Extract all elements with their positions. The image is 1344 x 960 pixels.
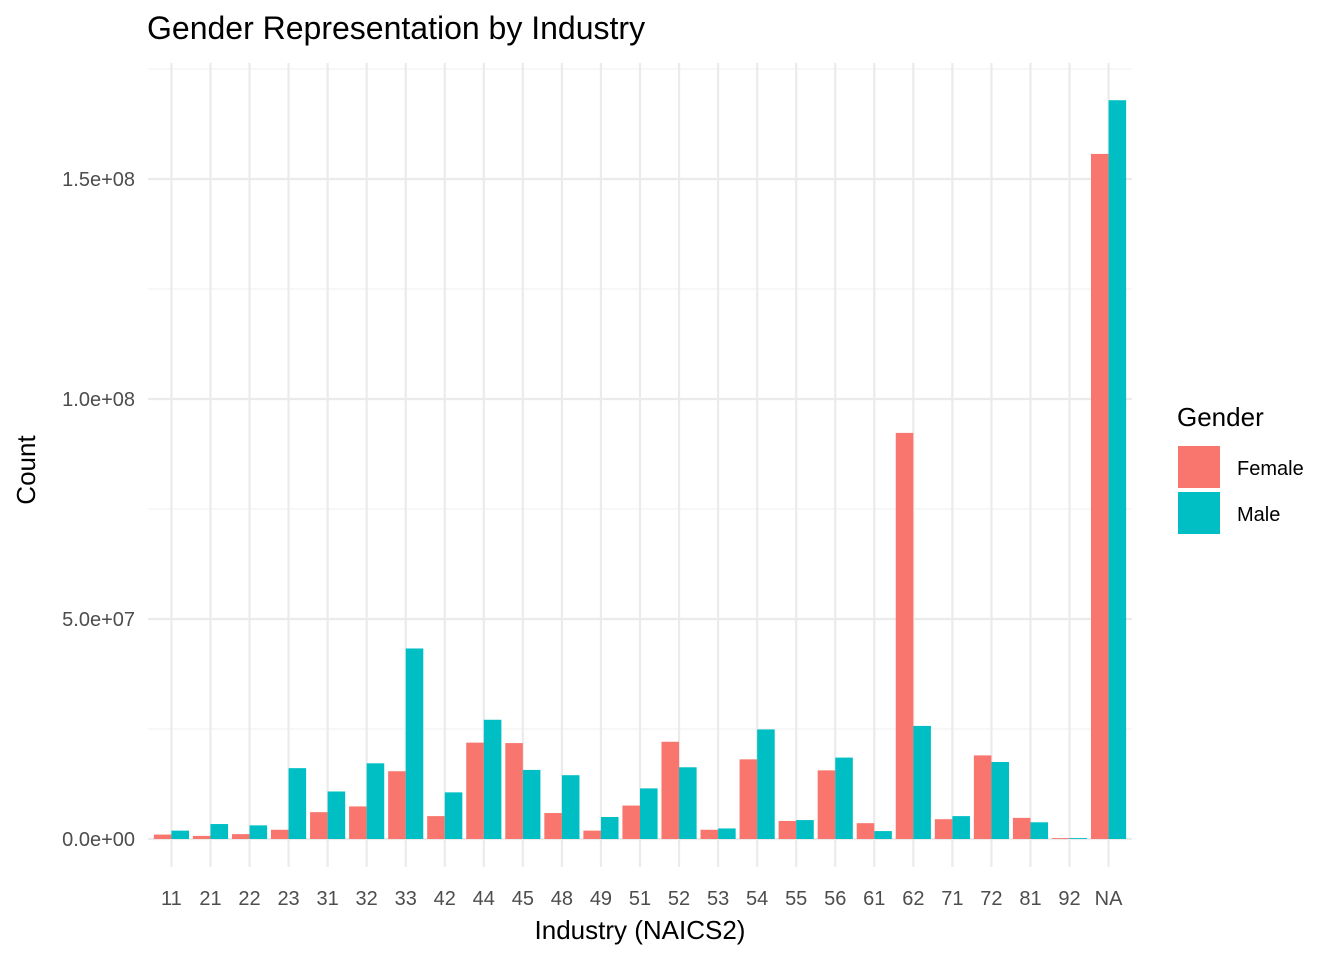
bar-male-51 (640, 788, 658, 839)
bar-female-71 (934, 819, 953, 839)
bar-male-72 (991, 762, 1009, 839)
bar-female-11 (153, 834, 172, 839)
legend-label-female: Female (1237, 458, 1304, 480)
x-tick-label: 54 (746, 888, 768, 910)
legend-key-female (1178, 446, 1220, 488)
x-tick-label: 44 (473, 888, 495, 910)
x-tick-label: 51 (629, 888, 651, 910)
bar-female-na (1091, 153, 1109, 840)
bar-male-44 (483, 719, 502, 839)
bars (153, 100, 1127, 840)
x-tick-label: 21 (199, 888, 221, 910)
bar-female-49 (583, 830, 601, 839)
x-tick-label: 71 (941, 888, 963, 910)
legend-items: Female Male (1178, 446, 1304, 534)
x-tick-label: NA (1095, 888, 1123, 910)
bar-male-53 (718, 828, 736, 839)
bar-male-49 (600, 817, 619, 839)
legend: Gender Female Male (1177, 402, 1304, 534)
bar-female-61 (856, 823, 875, 839)
bar-male-54 (757, 729, 775, 839)
bar-male-22 (249, 825, 268, 839)
x-tick-label: 81 (1019, 888, 1041, 910)
bar-female-62 (895, 432, 914, 839)
y-tick-label: 1.0e+08 (62, 389, 135, 411)
bar-male-32 (366, 763, 385, 839)
bar-female-72 (973, 755, 992, 839)
bar-female-55 (778, 820, 797, 839)
x-tick-label: 72 (980, 888, 1002, 910)
bar-male-62 (913, 725, 931, 839)
legend-label-male: Male (1237, 504, 1280, 526)
x-tick-label: 31 (316, 888, 338, 910)
bar-male-na (1108, 100, 1127, 840)
x-tick-label: 55 (785, 888, 807, 910)
x-tick-label: 61 (863, 888, 885, 910)
bar-female-53 (700, 829, 719, 839)
y-tick-label: 5.0e+07 (62, 609, 135, 631)
bar-female-52 (661, 741, 680, 839)
bar-female-45 (505, 743, 523, 839)
bar-female-44 (466, 742, 484, 839)
bar-male-71 (952, 816, 970, 839)
x-tick-label: 62 (902, 888, 924, 910)
y-tick-label: 0.0e+00 (62, 829, 135, 851)
bar-female-33 (388, 771, 406, 839)
bar-male-11 (171, 830, 189, 839)
bar-male-45 (522, 769, 541, 839)
bar-male-42 (444, 792, 463, 839)
bar-female-92 (1051, 838, 1070, 839)
bar-male-31 (327, 791, 346, 839)
bar-male-81 (1030, 822, 1049, 839)
bar-female-48 (544, 813, 562, 839)
bar-male-33 (405, 648, 424, 839)
x-tick-label: 56 (824, 888, 846, 910)
bar-female-51 (622, 805, 640, 839)
y-tick-label: 1.5e+08 (62, 169, 135, 191)
bar-male-23 (288, 768, 307, 839)
bar-male-48 (561, 775, 580, 839)
x-tick-label: 92 (1058, 888, 1080, 910)
legend-key-male (1178, 492, 1220, 534)
x-tick-label: 48 (551, 888, 573, 910)
x-tick-label: 49 (590, 888, 612, 910)
x-tick-label: 11 (161, 888, 182, 910)
y-tick-labels: 0.0e+00 5.0e+07 1.0e+08 1.5e+08 (62, 169, 135, 851)
bar-female-22 (231, 834, 250, 839)
x-axis-title: Industry (NAICS2) (535, 915, 746, 945)
bar-male-61 (874, 831, 892, 839)
bar-male-92 (1069, 838, 1088, 839)
bar-female-32 (349, 806, 367, 839)
y-axis-title: Count (11, 435, 41, 505)
x-tick-label: 32 (356, 888, 378, 910)
x-tick-label: 42 (434, 888, 456, 910)
x-tick-labels: 11 21 22 23 31 32 33 42 44 45 48 49 51 52 53 54 55 56 61 62… (161, 888, 1123, 910)
bar-female-21 (192, 835, 211, 839)
chart-title: Gender Representation by Industry (147, 10, 645, 46)
bar-male-52 (679, 767, 697, 839)
bar-female-81 (1012, 817, 1031, 839)
x-tick-label: 33 (395, 888, 417, 910)
x-tick-label: 23 (277, 888, 299, 910)
x-tick-label: 52 (668, 888, 690, 910)
bar-female-42 (427, 816, 445, 839)
bar-female-54 (739, 759, 758, 839)
bar-male-56 (835, 757, 853, 839)
bar-female-31 (310, 812, 328, 839)
bar-female-56 (817, 770, 836, 839)
bar-male-55 (796, 820, 814, 839)
x-tick-label: 53 (707, 888, 729, 910)
bar-male-21 (210, 824, 229, 839)
legend-title: Gender (1177, 402, 1264, 432)
bar-female-23 (271, 829, 289, 839)
grid (148, 63, 1132, 867)
x-tick-label: 22 (238, 888, 260, 910)
x-tick-label: 45 (512, 888, 534, 910)
